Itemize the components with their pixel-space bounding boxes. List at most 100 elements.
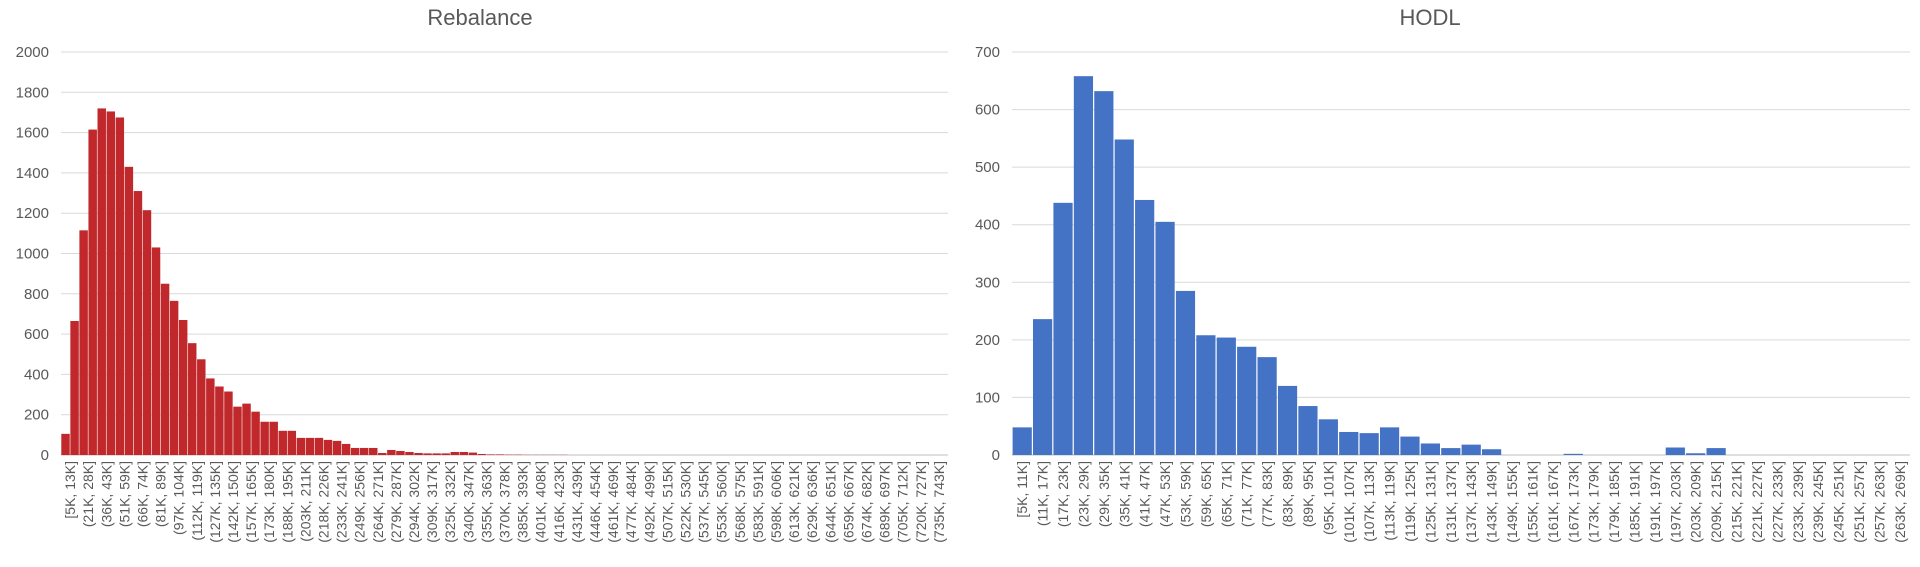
- hodl-x-tick-label: (257K, 263K]: [1871, 461, 1887, 543]
- rebalance-x-tick-label: (537K, 545K]: [696, 461, 712, 543]
- rebalance-bar: [151, 247, 161, 455]
- hodl-bar: [1706, 448, 1726, 455]
- hodl-x-tick-label: (251K, 257K]: [1851, 461, 1867, 543]
- hodl-x-tick-label: (83K, 89K]: [1280, 461, 1296, 527]
- rebalance-bar: [359, 447, 369, 455]
- hodl-x-tick-label: (53K, 59K]: [1177, 461, 1193, 527]
- hodl-x-tick-label: (41K, 47K]: [1137, 461, 1153, 527]
- hodl-bar: [1033, 319, 1053, 455]
- rebalance-x-tick-label: (553K, 560K]: [714, 461, 730, 543]
- hodl-bar: [1379, 427, 1400, 455]
- hodl-bar: [1482, 449, 1502, 455]
- rebalance-x-axis: [5K, 13K] (21K, 28K] (36K, 43K] (51K, 59K](…: [62, 461, 947, 543]
- rebalance-x-tick-label: (644K, 651K]: [822, 461, 838, 543]
- hodl-bar: [1420, 443, 1440, 455]
- rebalance-bar: [414, 452, 423, 455]
- rebalance-bar: [314, 437, 324, 455]
- rebalance-y-tick-label: 1600: [16, 125, 49, 142]
- hodl-bar: [1114, 139, 1134, 455]
- rebalance-bar: [188, 343, 197, 455]
- hodl-x-tick-label: (197K, 203K]: [1667, 461, 1683, 543]
- rebalance-x-tick-label: (173K, 180K]: [261, 461, 277, 543]
- hodl-y-tick-label: 400: [975, 217, 1000, 234]
- rebalance-bar: [215, 386, 224, 455]
- rebalance-x-tick-label: (66K, 74K]: [134, 461, 150, 527]
- hodl-x-tick-label: (35K, 41K]: [1116, 461, 1132, 527]
- hodl-bar: [1686, 453, 1706, 455]
- hodl-bar: [1339, 431, 1359, 455]
- hodl-x-tick-label: (245K, 251K]: [1831, 461, 1847, 543]
- rebalance-histogram: Rebalance 0 200 400 600 800 1000 1200 1400 1600 1…: [16, 5, 948, 543]
- rebalance-x-tick-label: (218K, 226K]: [315, 461, 331, 543]
- rebalance-bar: [396, 450, 405, 455]
- rebalance-x-tick-label: (294K, 302K]: [406, 461, 422, 543]
- rebalance-x-tick-label: (249K, 256K]: [352, 461, 368, 543]
- rebalance-bar: [495, 454, 505, 455]
- hodl-x-axis: [5K, 11K] (11K, 17K] (17K, 23K] (23K, 29K] (…: [1014, 461, 1908, 543]
- rebalance-x-tick-label: (659K, 667K]: [840, 461, 856, 543]
- rebalance-bar: [305, 437, 315, 455]
- rebalance-bar: [224, 391, 233, 455]
- rebalance-x-tick-label: (705K, 712K]: [895, 461, 911, 543]
- hodl-x-tick-label: (113K, 119K]: [1382, 461, 1398, 541]
- hodl-bar: [1257, 357, 1277, 455]
- rebalance-bar: [350, 447, 360, 455]
- hodl-chart-title: HODL: [1399, 5, 1460, 30]
- hodl-x-tick-label: (89K, 95K]: [1300, 461, 1316, 527]
- rebalance-x-tick-label: (477K, 484K]: [623, 461, 639, 543]
- rebalance-x-tick-label: (203K, 211K]: [297, 461, 313, 542]
- hodl-bar: [1563, 453, 1583, 455]
- hodl-x-tick-label: (155K, 161K]: [1524, 461, 1540, 543]
- rebalance-bar: [206, 378, 215, 455]
- hodl-bar: [1216, 337, 1236, 455]
- rebalance-x-tick-label: (21K, 28K]: [80, 461, 96, 527]
- hodl-bar: [1175, 290, 1196, 455]
- hodl-histogram: HODL 0 100 200 300 400 500 600 700 [5K, 11K] (11…: [975, 5, 1910, 543]
- hodl-x-tick-label: (203K, 209K]: [1688, 461, 1704, 543]
- hodl-x-tick-label: (227K, 233K]: [1769, 461, 1785, 543]
- hodl-x-tick-label: (95K, 101K]: [1320, 461, 1336, 535]
- rebalance-chart-title: Rebalance: [427, 5, 532, 30]
- rebalance-x-tick-label: (720K, 727K]: [913, 461, 929, 543]
- hodl-x-tick-label: (23K, 29K]: [1075, 461, 1091, 527]
- hodl-x-tick-label: (167K, 173K]: [1565, 461, 1581, 543]
- rebalance-x-tick-label: (522K, 530K]: [678, 461, 694, 543]
- rebalance-x-tick-label: (689K, 697K]: [877, 461, 893, 543]
- rebalance-x-tick-label: (385K, 393K]: [515, 461, 531, 543]
- rebalance-bar: [106, 111, 116, 455]
- rebalance-bar: [332, 440, 342, 455]
- hodl-x-tick-label: (101K, 107K]: [1341, 461, 1357, 543]
- rebalance-bar: [378, 452, 387, 455]
- rebalance-bar: [70, 321, 79, 455]
- hodl-bar: [1237, 346, 1257, 455]
- rebalance-x-tick-label: (674K, 682K]: [859, 461, 875, 543]
- hodl-bar: [1359, 433, 1379, 455]
- hodl-x-tick-label: (149K, 155K]: [1504, 461, 1520, 543]
- hodl-bar: [1073, 76, 1094, 456]
- hodl-bar: [1318, 419, 1338, 455]
- hodl-x-tick-label: (65K, 71K]: [1218, 461, 1234, 527]
- rebalance-x-tick-label: (416K, 423K]: [551, 461, 567, 543]
- rebalance-x-tick-label: (112K, 119K]: [189, 461, 205, 541]
- hodl-y-tick-label: 0: [992, 447, 1000, 464]
- hodl-y-tick-label: 700: [975, 44, 1000, 61]
- rebalance-x-tick-label: (233K, 241K]: [334, 461, 350, 543]
- hodl-bar: [1012, 427, 1032, 455]
- hodl-x-tick-label: (137K, 143K]: [1463, 461, 1479, 543]
- hodl-bar: [1298, 406, 1318, 455]
- hodl-x-tick-label: (143K, 149K]: [1484, 461, 1500, 543]
- rebalance-x-tick-label: (97K, 104K]: [171, 461, 187, 535]
- rebalance-y-tick-label: 600: [24, 326, 49, 343]
- hodl-x-tick-label: (71K, 77K]: [1239, 461, 1255, 527]
- rebalance-x-tick-label: (370K, 378K]: [497, 461, 513, 543]
- rebalance-x-tick-label: (309K, 317K]: [424, 461, 440, 543]
- rebalance-bar: [323, 439, 333, 455]
- rebalance-bar: [88, 129, 97, 455]
- hodl-bar: [1196, 335, 1216, 455]
- rebalance-bar: [468, 452, 478, 455]
- rebalance-y-tick-label: 400: [24, 366, 49, 383]
- rebalance-bar: [296, 437, 306, 455]
- hodl-y-axis: 0 100 200 300 400 500 600 700: [975, 44, 1000, 464]
- rebalance-bars: [61, 108, 568, 456]
